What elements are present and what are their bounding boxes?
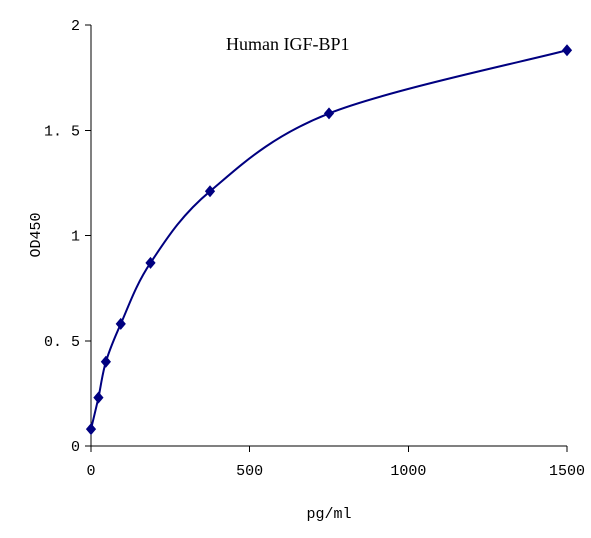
x-tick-label: 1500: [549, 463, 585, 480]
data-point-marker: [145, 256, 156, 269]
data-point-marker: [93, 391, 104, 404]
data-point-marker: [561, 44, 573, 57]
axis-ticks: 0 500 1000 1500 0 0. 5 1 1. 5 2: [44, 18, 585, 480]
data-point-marker: [115, 317, 126, 330]
data-point-marker: [323, 107, 335, 120]
y-axis-title: OD450: [28, 212, 45, 257]
data-point-marker: [100, 355, 111, 368]
y-tick-label: 1. 5: [44, 123, 80, 140]
series-line: [90, 49, 568, 430]
y-tick-label: 0. 5: [44, 334, 80, 351]
chart-title: Human IGF-BP1: [226, 34, 350, 54]
x-tick-label: 500: [236, 463, 263, 480]
x-tick-label: 0: [86, 463, 95, 480]
series-group: [85, 44, 573, 436]
y-tick-label: 1: [71, 229, 80, 246]
y-tick-label: 0: [71, 439, 80, 456]
x-axis-title: pg/ml: [306, 506, 351, 523]
x-tick-label: 1000: [390, 463, 426, 480]
y-tick-label: 2: [71, 18, 80, 35]
data-point-marker: [204, 185, 216, 198]
data-point-marker: [85, 423, 97, 436]
axes: [90, 25, 567, 447]
